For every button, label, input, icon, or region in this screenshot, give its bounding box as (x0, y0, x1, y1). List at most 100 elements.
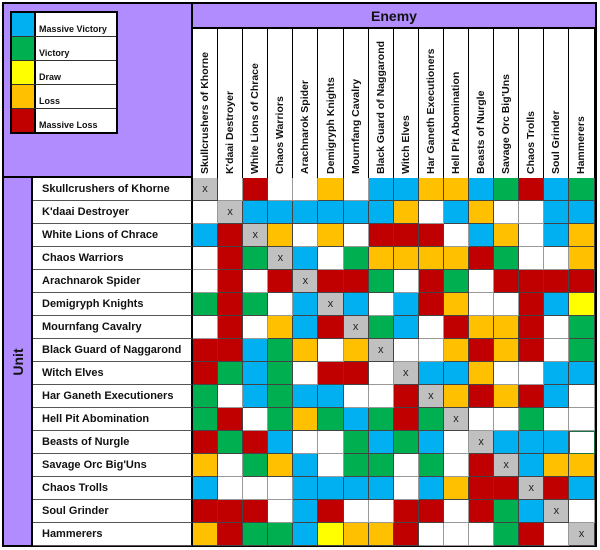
matchup-cell[interactable] (443, 385, 470, 408)
matchup-cell[interactable] (443, 339, 470, 362)
matchup-cell[interactable] (519, 431, 545, 454)
matchup-cell[interactable] (368, 408, 394, 431)
matchup-cell[interactable] (443, 201, 470, 224)
matchup-cell[interactable] (443, 431, 470, 454)
unit-row-label[interactable]: Soul Grinder (33, 500, 193, 523)
matchup-cell[interactable] (293, 408, 319, 431)
matchup-cell[interactable] (519, 454, 545, 477)
matchup-cell[interactable] (293, 339, 319, 362)
matchup-cell[interactable] (293, 316, 319, 339)
matchup-cell[interactable] (343, 431, 369, 454)
matchup-cell[interactable] (443, 500, 470, 523)
matchup-cell[interactable] (343, 270, 369, 293)
matchup-cell[interactable] (443, 293, 470, 316)
matchup-cell[interactable] (368, 270, 394, 293)
matchup-cell[interactable] (293, 362, 319, 385)
matchup-cell[interactable] (368, 385, 394, 408)
matchup-cell[interactable] (418, 339, 444, 362)
matchup-cell[interactable] (318, 316, 344, 339)
matchup-cell[interactable] (318, 362, 344, 385)
matchup-cell[interactable] (368, 523, 394, 546)
matchup-cell[interactable] (494, 270, 520, 293)
matchup-cell[interactable] (544, 201, 570, 224)
matchup-cell[interactable] (494, 316, 520, 339)
matchup-cell[interactable] (393, 339, 419, 362)
matchup-cell[interactable] (368, 247, 394, 270)
matchup-cell[interactable] (443, 270, 470, 293)
matchup-cell[interactable] (469, 201, 495, 224)
matchup-cell[interactable] (218, 385, 244, 408)
matchup-cell[interactable] (519, 500, 545, 523)
unit-row-label[interactable]: Witch Elves (33, 362, 193, 385)
matchup-cell[interactable] (318, 454, 344, 477)
matchup-cell[interactable] (243, 247, 269, 270)
matchup-cell[interactable] (494, 362, 520, 385)
matchup-cell[interactable] (293, 454, 319, 477)
matchup-cell[interactable] (193, 431, 219, 454)
matchup-cell[interactable] (519, 293, 545, 316)
matchup-cell[interactable] (318, 270, 344, 293)
matchup-cell[interactable] (519, 247, 545, 270)
matchup-cell[interactable] (268, 477, 294, 500)
matchup-cell[interactable] (368, 316, 394, 339)
enemy-column-header[interactable]: Beasts of Nurgle (469, 29, 495, 178)
self-matchup-cell[interactable]: x (418, 385, 444, 408)
matchup-cell[interactable] (443, 477, 470, 500)
matchup-cell[interactable] (544, 408, 570, 431)
matchup-cell[interactable] (418, 408, 444, 431)
matchup-cell[interactable] (268, 316, 294, 339)
matchup-cell[interactable] (469, 408, 495, 431)
unit-row-label[interactable]: Beasts of Nurgle (33, 431, 193, 454)
matchup-cell[interactable] (469, 454, 495, 477)
enemy-column-header[interactable]: Arachnarok Spider (293, 29, 319, 178)
matchup-cell[interactable] (343, 500, 369, 523)
matchup-cell[interactable] (544, 454, 570, 477)
matchup-cell[interactable] (243, 408, 269, 431)
matchup-cell[interactable] (343, 293, 369, 316)
matchup-cell[interactable] (469, 500, 495, 523)
matchup-cell[interactable] (569, 362, 595, 385)
matchup-cell[interactable] (469, 293, 495, 316)
matchup-cell[interactable] (569, 201, 595, 224)
matchup-cell[interactable] (519, 270, 545, 293)
unit-row-label[interactable]: Mournfang Cavalry (33, 316, 193, 339)
matchup-cell[interactable] (193, 201, 219, 224)
matchup-cell[interactable] (544, 224, 570, 247)
matchup-cell[interactable] (569, 385, 595, 408)
self-matchup-cell[interactable]: x (393, 362, 419, 385)
matchup-cell[interactable] (268, 270, 294, 293)
self-matchup-cell[interactable]: x (318, 293, 344, 316)
matchup-cell[interactable] (243, 201, 269, 224)
matchup-cell[interactable] (193, 293, 219, 316)
matchup-cell[interactable] (393, 385, 419, 408)
self-matchup-cell[interactable]: x (218, 201, 244, 224)
matchup-cell[interactable] (243, 178, 269, 201)
matchup-cell[interactable] (318, 431, 344, 454)
matchup-cell[interactable] (343, 477, 369, 500)
matchup-cell[interactable] (268, 454, 294, 477)
matchup-cell[interactable] (343, 523, 369, 546)
matchup-cell[interactable] (544, 523, 570, 546)
unit-row-label[interactable]: K'daai Destroyer (33, 201, 193, 224)
self-matchup-cell[interactable]: x (469, 431, 495, 454)
matchup-cell[interactable] (343, 201, 369, 224)
matchup-cell[interactable] (318, 224, 344, 247)
matchup-cell[interactable] (218, 270, 244, 293)
matchup-cell[interactable] (368, 293, 394, 316)
matchup-cell[interactable] (418, 431, 444, 454)
self-matchup-cell[interactable]: x (443, 408, 470, 431)
matchup-cell[interactable] (418, 293, 444, 316)
matchup-cell[interactable] (393, 477, 419, 500)
matchup-cell[interactable] (393, 224, 419, 247)
self-matchup-cell[interactable]: x (268, 247, 294, 270)
matchup-cell[interactable] (418, 454, 444, 477)
matchup-cell[interactable] (544, 385, 570, 408)
matchup-cell[interactable] (193, 270, 219, 293)
matchup-cell[interactable] (494, 500, 520, 523)
matchup-cell[interactable] (469, 477, 495, 500)
matchup-cell[interactable] (418, 224, 444, 247)
unit-row-label[interactable]: Hell Pit Abomination (33, 408, 193, 431)
matchup-cell[interactable] (469, 247, 495, 270)
matchup-cell[interactable] (544, 362, 570, 385)
matchup-cell[interactable] (443, 523, 470, 546)
